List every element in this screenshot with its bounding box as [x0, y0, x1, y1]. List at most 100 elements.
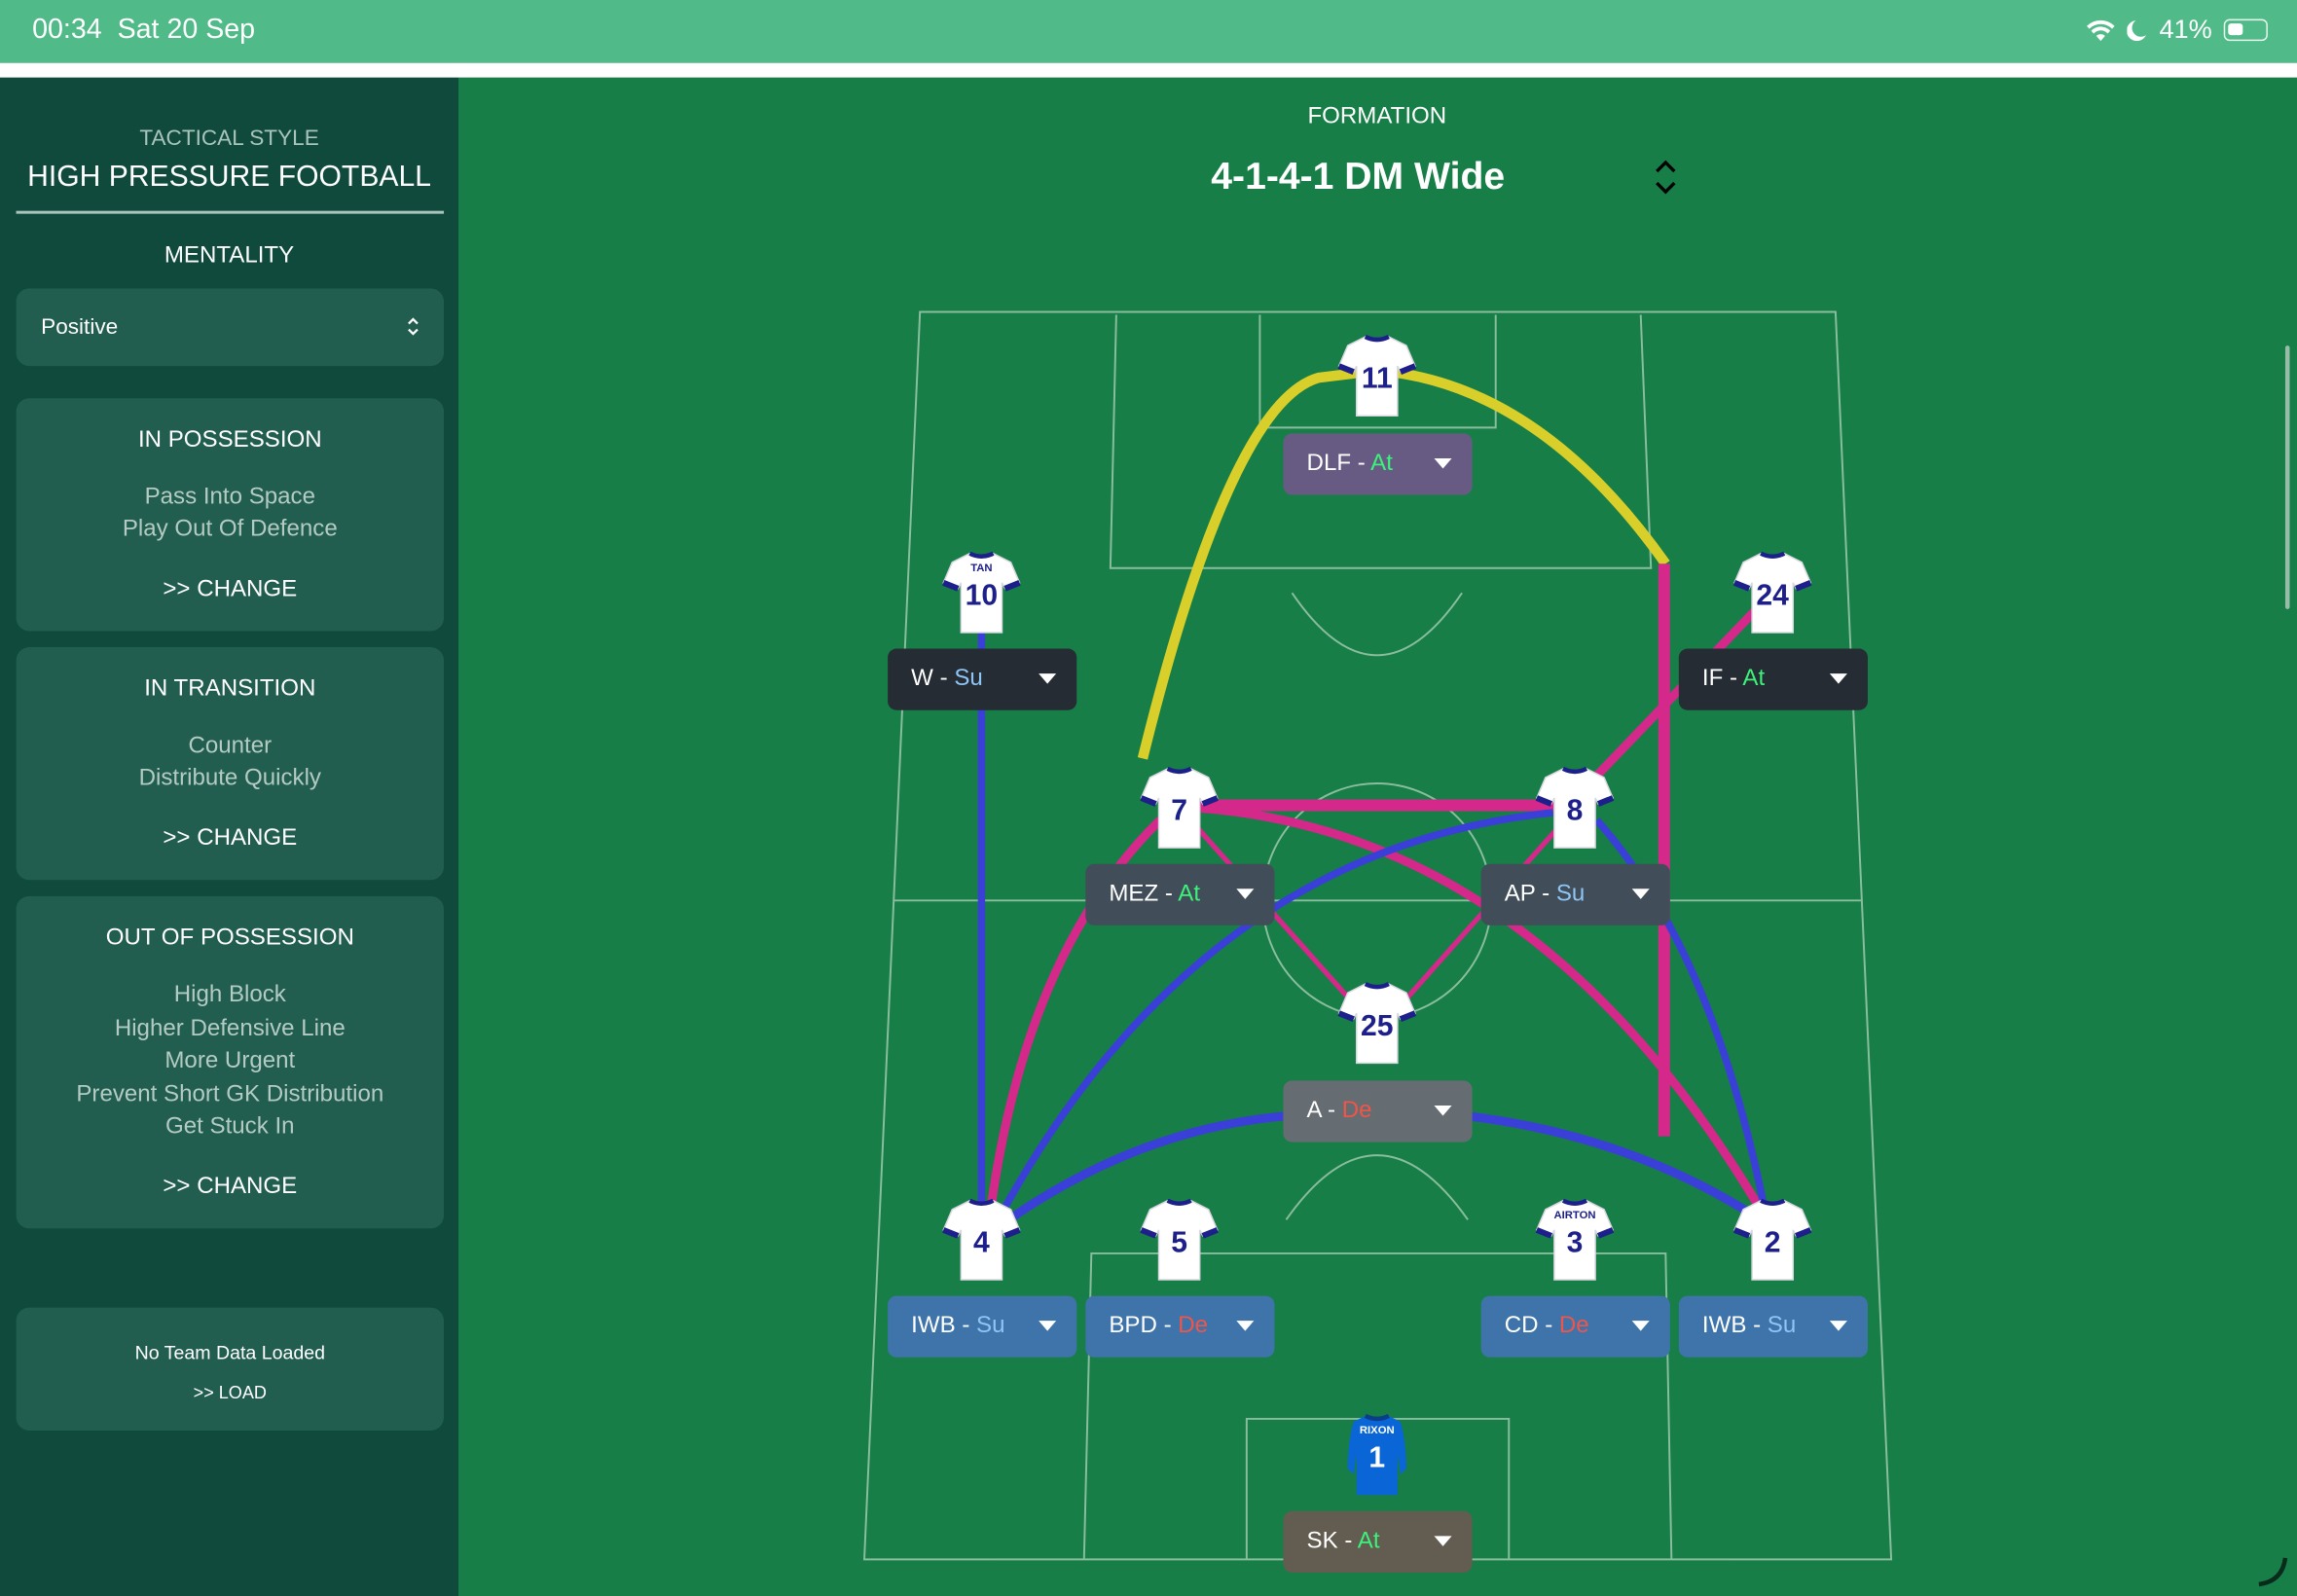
player-name: TAN [970, 561, 993, 574]
role-dropdown[interactable]: SK - At [1283, 1510, 1473, 1573]
player-shirt[interactable]: 7 [1135, 763, 1222, 853]
role-dropdown[interactable]: IWB - Su [888, 1295, 1077, 1358]
role-dropdown[interactable]: W - Su [888, 648, 1077, 710]
tactical-style-value[interactable]: HIGH PRESSURE FOOTBALL [27, 161, 431, 194]
status-time: 00:34 Sat 20 Sep [32, 15, 255, 47]
player-number: 11 [1361, 363, 1393, 396]
formation-value[interactable]: 4-1-4-1 DM Wide [1211, 153, 1506, 199]
role-label: BPD - De [1109, 1313, 1209, 1339]
load-team-button[interactable]: >> LOAD [193, 1382, 267, 1403]
player-number: 24 [1756, 579, 1789, 612]
out-of-possession-card: OUT OF POSSESSION High Block Higher Defe… [16, 895, 445, 1229]
player-shirt[interactable]: 8 [1531, 763, 1619, 853]
main-area [458, 77, 2297, 1596]
role-dropdown[interactable]: IWB - Su [1678, 1295, 1869, 1358]
wifi-icon [2086, 19, 2115, 41]
role: IF [1701, 666, 1724, 692]
duty: At [1370, 451, 1393, 476]
link-line-pink [1196, 826, 1362, 1012]
player-shirt[interactable]: TAN 10 [937, 548, 1025, 638]
top-six-yard-box [1258, 314, 1497, 429]
role: IWB [1701, 1313, 1747, 1339]
player-number: 4 [973, 1226, 990, 1259]
player-shirt[interactable]: RIXON 1 [1333, 1410, 1421, 1501]
role-dropdown[interactable]: IF - At [1678, 648, 1869, 710]
role-dropdown[interactable]: DLF - At [1283, 433, 1473, 495]
player-number: 5 [1171, 1226, 1187, 1259]
duty: De [1341, 1098, 1372, 1124]
role: W [911, 666, 933, 692]
role-label: IF - At [1701, 666, 1766, 692]
link-line-blue [997, 809, 1553, 1217]
role-dropdown[interactable]: MEZ - At [1085, 863, 1275, 925]
player-shirt[interactable]: 4 [937, 1195, 1025, 1286]
role-dropdown[interactable]: BPD - De [1085, 1295, 1275, 1358]
duty: Su [954, 666, 983, 692]
duty: Su [1555, 881, 1586, 907]
caret-down-icon [1434, 457, 1452, 469]
role-label: MEZ - At [1109, 881, 1201, 907]
mentality-select[interactable]: Positive [16, 288, 445, 367]
player-shirt[interactable]: 2 [1729, 1195, 1816, 1286]
role-dropdown[interactable]: AP - Su [1480, 863, 1670, 925]
link-line-blue [1464, 1111, 1757, 1219]
role: BPD [1109, 1313, 1157, 1339]
shirt-icon [1732, 1198, 1812, 1281]
role-label: AP - Su [1504, 881, 1586, 907]
caret-down-icon [1829, 673, 1847, 684]
role-label: IWB - Su [1701, 1313, 1797, 1339]
player-number: 1 [1368, 1442, 1386, 1475]
list-item: Higher Defensive Line [114, 1016, 346, 1041]
caret-down-icon [1039, 1321, 1057, 1331]
card-title: OUT OF POSSESSION [105, 925, 354, 951]
date: Sat 20 Sep [117, 15, 256, 46]
player-shirt[interactable]: AIRTON 3 [1531, 1195, 1619, 1286]
duty: De [1558, 1313, 1589, 1339]
team-data-card: No Team Data Loaded >> LOAD [16, 1307, 445, 1431]
role-dropdown[interactable]: A - De [1283, 1080, 1473, 1143]
list-item: More Urgent [164, 1048, 296, 1073]
list-item: Prevent Short GK Distribution [76, 1081, 384, 1107]
duty: De [1178, 1313, 1209, 1339]
caret-down-icon [1829, 1321, 1847, 1331]
player-number: 10 [965, 579, 999, 612]
player-number: 8 [1566, 794, 1584, 828]
header-strip [0, 62, 2297, 78]
link-line-pink [1394, 826, 1559, 1012]
list-item: High Block [173, 982, 286, 1008]
change-in-possession-button[interactable]: >> CHANGE [163, 576, 298, 602]
role-dropdown[interactable]: CD - De [1480, 1295, 1670, 1358]
card-title: IN POSSESSION [137, 427, 322, 453]
chevron-up-down-icon [408, 317, 419, 336]
caret-down-icon [1434, 1105, 1452, 1116]
goalkeeper-shirt-icon [1347, 1413, 1406, 1496]
battery-icon [2223, 18, 2268, 42]
player-number: 3 [1566, 1226, 1584, 1259]
divider [16, 210, 445, 214]
shirt-icon [942, 1198, 1021, 1281]
duty: Su [976, 1313, 1005, 1339]
formation-chevron-up-down-icon[interactable] [1654, 160, 1677, 195]
player-shirt[interactable]: 5 [1135, 1195, 1222, 1286]
role-label: SK - At [1306, 1528, 1380, 1554]
role-label: A - De [1306, 1098, 1372, 1124]
player-shirt[interactable]: 11 [1333, 331, 1421, 421]
duty: At [1357, 1528, 1380, 1554]
role: AP [1504, 881, 1536, 907]
time: 00:34 [32, 15, 102, 46]
list-item: Pass Into Space [144, 485, 315, 510]
shirt-icon [1535, 1198, 1615, 1281]
player-shirt[interactable]: 25 [1333, 978, 1421, 1069]
list-item: Counter [188, 733, 273, 759]
link-line-yellow [1137, 365, 1670, 760]
pitch-outline [862, 310, 1893, 1561]
change-in-transition-button[interactable]: >> CHANGE [163, 825, 298, 852]
role: A [1306, 1098, 1322, 1124]
change-out-of-possession-button[interactable]: >> CHANGE [163, 1174, 298, 1200]
scrollbar[interactable] [2284, 345, 2290, 609]
shirt-icon [1337, 335, 1417, 417]
top-penalty-arc [1291, 592, 1463, 657]
player-shirt[interactable]: 24 [1729, 548, 1816, 638]
role: SK [1306, 1528, 1338, 1554]
